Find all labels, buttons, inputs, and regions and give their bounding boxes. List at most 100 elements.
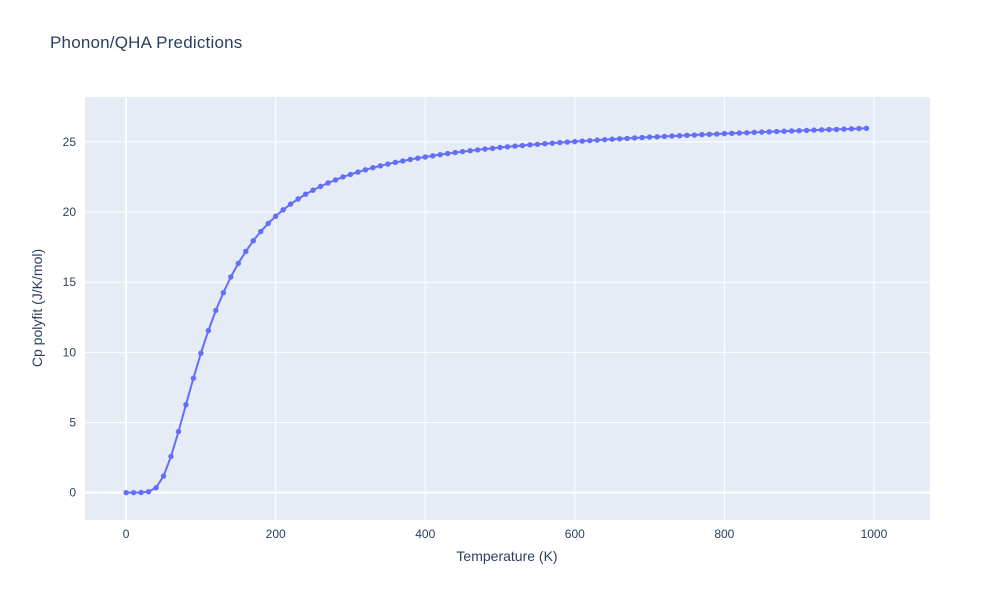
data-point-marker[interactable] xyxy=(183,401,189,408)
data-point-marker[interactable] xyxy=(676,133,683,139)
data-point-marker[interactable] xyxy=(258,228,264,235)
data-point-marker[interactable] xyxy=(549,140,556,146)
data-point-marker[interactable] xyxy=(706,131,713,138)
data-point-marker[interactable] xyxy=(452,149,458,156)
data-point-marker[interactable] xyxy=(265,220,271,227)
data-point-marker[interactable] xyxy=(781,128,787,134)
data-point-marker[interactable] xyxy=(863,125,870,131)
data-point-marker[interactable] xyxy=(302,191,309,197)
data-point-marker[interactable] xyxy=(639,134,645,141)
data-point-marker[interactable] xyxy=(557,139,563,146)
data-point-marker[interactable] xyxy=(205,327,212,334)
data-point-marker[interactable] xyxy=(295,196,301,202)
data-point-marker[interactable] xyxy=(534,141,541,147)
data-point-marker[interactable] xyxy=(400,158,406,164)
data-point-marker[interactable] xyxy=(415,155,421,161)
data-point-marker[interactable] xyxy=(624,135,630,142)
data-point-marker[interactable] xyxy=(347,171,354,178)
data-point-marker[interactable] xyxy=(684,132,690,139)
series-cp-polyfit[interactable] xyxy=(123,125,870,496)
data-point-marker[interactable] xyxy=(818,127,825,133)
data-point-marker[interactable] xyxy=(512,143,518,149)
data-point-marker[interactable] xyxy=(422,154,428,160)
data-point-marker[interactable] xyxy=(175,428,182,435)
data-point-marker[interactable] xyxy=(198,350,204,356)
data-point-marker[interactable] xyxy=(572,138,578,145)
data-point-marker[interactable] xyxy=(190,375,197,381)
data-point-marker[interactable] xyxy=(751,129,757,136)
data-point-marker[interactable] xyxy=(123,489,129,496)
data-point-marker[interactable] xyxy=(482,146,488,152)
data-point-marker[interactable] xyxy=(228,274,234,280)
data-point-marker[interactable] xyxy=(646,134,653,140)
data-point-marker[interactable] xyxy=(602,136,608,143)
data-point-marker[interactable] xyxy=(796,127,802,134)
data-point-marker[interactable] xyxy=(766,129,772,135)
data-point-marker[interactable] xyxy=(407,156,413,163)
data-point-marker[interactable] xyxy=(213,307,219,314)
data-point-marker[interactable] xyxy=(788,128,795,134)
data-point-marker[interactable] xyxy=(310,187,316,193)
data-point-marker[interactable] xyxy=(721,130,728,137)
data-point-marker[interactable] xyxy=(833,126,840,133)
data-point-marker[interactable] xyxy=(661,133,668,140)
data-point-marker[interactable] xyxy=(856,125,862,132)
data-point-marker[interactable] xyxy=(616,136,623,142)
data-point-marker[interactable] xyxy=(848,126,855,132)
data-point-marker[interactable] xyxy=(138,489,144,496)
data-point-marker[interactable] xyxy=(811,127,817,133)
data-point-marker[interactable] xyxy=(736,130,743,136)
data-point-marker[interactable] xyxy=(287,201,294,207)
data-point-marker[interactable] xyxy=(317,183,324,190)
data-point-marker[interactable] xyxy=(355,169,361,175)
data-point-marker[interactable] xyxy=(489,145,496,152)
data-point-marker[interactable] xyxy=(220,290,227,296)
data-point-marker[interactable] xyxy=(497,144,503,151)
data-point-marker[interactable] xyxy=(654,134,660,140)
data-point-marker[interactable] xyxy=(759,129,765,135)
data-point-marker[interactable] xyxy=(160,473,167,479)
data-point-marker[interactable] xyxy=(542,141,548,147)
data-point-marker[interactable] xyxy=(669,133,675,139)
data-point-marker[interactable] xyxy=(594,137,600,143)
data-point-marker[interactable] xyxy=(392,159,399,166)
data-point-marker[interactable] xyxy=(691,132,698,138)
data-point-marker[interactable] xyxy=(527,142,533,148)
data-point-marker[interactable] xyxy=(631,135,638,141)
data-point-marker[interactable] xyxy=(168,453,174,460)
data-point-marker[interactable] xyxy=(744,130,750,136)
data-point-marker[interactable] xyxy=(235,260,241,267)
data-point-marker[interactable] xyxy=(250,238,256,244)
data-point-marker[interactable] xyxy=(841,126,847,132)
data-point-marker[interactable] xyxy=(474,147,481,153)
data-point-marker[interactable] xyxy=(444,150,451,157)
data-point-marker[interactable] xyxy=(803,127,810,134)
data-point-marker[interactable] xyxy=(579,138,585,144)
data-point-marker[interactable] xyxy=(430,153,436,159)
data-point-marker[interactable] xyxy=(564,139,571,145)
data-point-marker[interactable] xyxy=(377,163,384,169)
data-point-marker[interactable] xyxy=(699,131,705,138)
data-point-marker[interactable] xyxy=(587,137,593,144)
data-point-marker[interactable] xyxy=(385,161,391,167)
data-point-marker[interactable] xyxy=(714,131,720,137)
data-point-marker[interactable] xyxy=(370,165,376,171)
data-point-marker[interactable] xyxy=(243,248,249,255)
data-point-marker[interactable] xyxy=(325,180,331,186)
data-point-marker[interactable] xyxy=(332,177,339,183)
data-point-marker[interactable] xyxy=(153,485,159,491)
data-point-marker[interactable] xyxy=(272,213,279,219)
data-point-marker[interactable] xyxy=(504,144,511,150)
data-point-marker[interactable] xyxy=(774,128,780,135)
data-point-marker[interactable] xyxy=(130,489,137,496)
data-point-marker[interactable] xyxy=(459,148,466,155)
data-point-marker[interactable] xyxy=(362,167,369,173)
data-point-marker[interactable] xyxy=(519,142,526,149)
data-point-marker[interactable] xyxy=(280,207,286,213)
data-point-marker[interactable] xyxy=(609,136,615,142)
data-point-marker[interactable] xyxy=(467,148,473,154)
data-point-marker[interactable] xyxy=(145,488,152,495)
data-point-marker[interactable] xyxy=(437,151,443,158)
data-point-marker[interactable] xyxy=(826,126,832,133)
